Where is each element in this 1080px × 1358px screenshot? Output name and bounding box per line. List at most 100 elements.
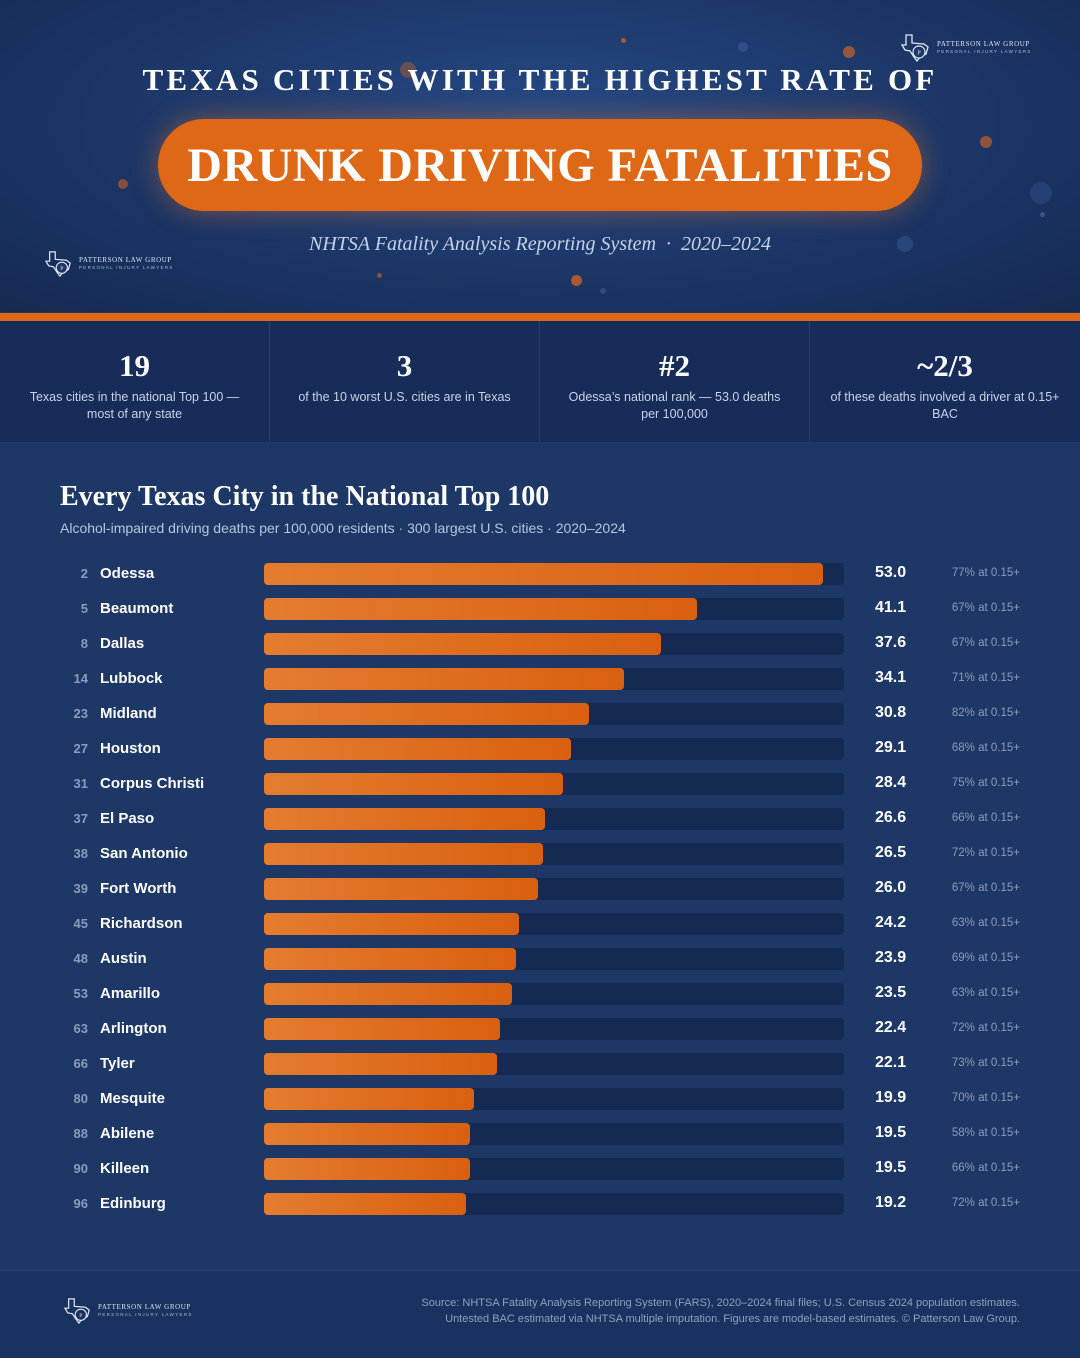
brand-name: PATTERSON LAW GROUP bbox=[79, 256, 172, 265]
value-label: 19.2 bbox=[875, 1194, 907, 1211]
stat-value: ~2/3 bbox=[917, 348, 973, 383]
bar bbox=[264, 983, 512, 1005]
decor-dot bbox=[400, 62, 416, 78]
value-label: 53.0 bbox=[875, 564, 907, 581]
brand-tagline: PERSONAL INJURY LAWYERS bbox=[79, 265, 174, 271]
bac-label: 67% at 0.15+ bbox=[951, 602, 1020, 614]
bac-label: 66% at 0.15+ bbox=[951, 812, 1020, 824]
brand-name: PATTERSON LAW GROUP bbox=[937, 40, 1030, 49]
bar-track bbox=[264, 1088, 844, 1110]
chart-row: 31 Corpus Christi 28.4 75% at 0.15+ bbox=[60, 767, 1020, 802]
chart-row: 88 Abilene 19.5 58% at 0.15+ bbox=[60, 1117, 1020, 1152]
separator: · bbox=[666, 233, 672, 255]
chart-row: 38 San Antonio 26.5 72% at 0.15+ bbox=[60, 837, 1020, 872]
stat-value: 3 bbox=[396, 348, 413, 383]
bac-label: 72% at 0.15+ bbox=[951, 1022, 1020, 1034]
rank-label: 63 bbox=[73, 1021, 88, 1036]
value-label: 19.5 bbox=[875, 1124, 907, 1141]
city-label: Abilene bbox=[100, 1125, 155, 1142]
decor-dot bbox=[980, 136, 992, 148]
bac-label: 72% at 0.15+ bbox=[951, 1197, 1020, 1209]
city-label: Corpus Christi bbox=[100, 775, 205, 792]
decor-dot bbox=[571, 275, 582, 286]
bac-label: 67% at 0.15+ bbox=[951, 882, 1020, 894]
chart-row: 90 Killeen 19.5 66% at 0.15+ bbox=[60, 1152, 1020, 1187]
rank-label: 2 bbox=[80, 566, 88, 581]
rank-label: 39 bbox=[73, 881, 88, 896]
decor-dot bbox=[118, 179, 128, 189]
rank-label: 66 bbox=[73, 1056, 88, 1071]
bar bbox=[264, 1053, 497, 1075]
city-label: Odessa bbox=[100, 565, 155, 582]
brand-tagline: PERSONAL INJURY LAWYERS bbox=[937, 49, 1032, 55]
bar-track bbox=[264, 983, 844, 1005]
chart-row: 39 Fort Worth 26.0 67% at 0.15+ bbox=[60, 872, 1020, 907]
bac-label: 75% at 0.15+ bbox=[951, 777, 1020, 789]
bar-track bbox=[264, 738, 844, 760]
value-label: 23.9 bbox=[875, 949, 907, 966]
bar-track bbox=[264, 1018, 844, 1040]
svg-text:P: P bbox=[917, 51, 921, 57]
title-highlight-pill: DRUNK DRIVING FATALITIES bbox=[158, 119, 922, 211]
decor-dot bbox=[1040, 212, 1045, 217]
decor-dot bbox=[1030, 182, 1052, 204]
rank-label: 37 bbox=[73, 811, 88, 826]
city-label: Houston bbox=[100, 740, 161, 757]
value-label: 26.5 bbox=[875, 844, 907, 861]
decor-dot bbox=[843, 46, 855, 58]
value-label: 26.6 bbox=[875, 809, 907, 826]
city-label: San Antonio bbox=[100, 845, 188, 862]
bar bbox=[264, 843, 543, 865]
rank-label: 14 bbox=[73, 671, 88, 686]
bar bbox=[264, 1158, 470, 1180]
city-label: El Paso bbox=[100, 810, 155, 827]
bac-label: 68% at 0.15+ bbox=[951, 742, 1020, 754]
stat-label: Texas cities in the national Top 100 — m… bbox=[29, 390, 240, 421]
year-range: 2020–2024 bbox=[681, 233, 772, 255]
value-label: 41.1 bbox=[875, 599, 907, 616]
rank-label: 53 bbox=[73, 986, 88, 1001]
chart-title: Every Texas City in the National Top 100 bbox=[60, 481, 550, 512]
rank-label: 5 bbox=[80, 601, 88, 616]
brand-name: PATTERSON LAW GROUP bbox=[98, 1303, 191, 1312]
source-note-line: Source: NHTSA Fatality Analysis Reportin… bbox=[421, 1297, 1020, 1309]
decor-dot bbox=[621, 38, 626, 43]
bar bbox=[264, 1193, 466, 1215]
bar bbox=[264, 598, 697, 620]
chart-row: 80 Mesquite 19.9 70% at 0.15+ bbox=[60, 1082, 1020, 1117]
city-label: Arlington bbox=[100, 1020, 167, 1037]
value-label: 29.1 bbox=[875, 739, 907, 756]
footer: P PATTERSON LAW GROUP PERSONAL INJURY LA… bbox=[0, 1270, 1080, 1358]
bar-track bbox=[264, 913, 844, 935]
rank-label: 38 bbox=[73, 846, 88, 861]
city-label: Austin bbox=[100, 950, 147, 967]
bar bbox=[264, 913, 519, 935]
city-label: Richardson bbox=[100, 915, 183, 932]
rank-label: 88 bbox=[73, 1126, 88, 1141]
bar bbox=[264, 808, 545, 830]
texas-shield-logo-icon: P bbox=[63, 1298, 90, 1325]
bar-track bbox=[264, 563, 844, 585]
bar bbox=[264, 948, 516, 970]
source-note: Source: NHTSA Fatality Analysis Reportin… bbox=[320, 1295, 1020, 1327]
chart-row: 37 El Paso 26.6 66% at 0.15+ bbox=[60, 802, 1020, 837]
city-label: Beaumont bbox=[100, 600, 174, 617]
value-label: 23.5 bbox=[875, 984, 907, 1001]
city-label: Dallas bbox=[100, 635, 145, 652]
hero-header: P PATTERSON LAW GROUP PERSONAL INJURY LA… bbox=[0, 0, 1080, 312]
bac-label: 63% at 0.15+ bbox=[951, 917, 1020, 929]
city-label: Killeen bbox=[100, 1160, 150, 1177]
value-label: 24.2 bbox=[875, 914, 907, 931]
rank-label: 90 bbox=[73, 1161, 88, 1176]
city-label: Midland bbox=[100, 705, 157, 722]
chart-row: 8 Dallas 37.6 67% at 0.15+ bbox=[60, 627, 1020, 662]
chart-row: 45 Richardson 24.2 63% at 0.15+ bbox=[60, 907, 1020, 942]
bar-track bbox=[264, 1158, 844, 1180]
texas-shield-logo-icon: P bbox=[900, 34, 929, 63]
texas-shield-logo-icon: P bbox=[44, 251, 71, 278]
chart-row: 5 Beaumont 41.1 67% at 0.15+ bbox=[60, 592, 1020, 627]
stat-label: Odessa’s national rank — 53.0 deaths per… bbox=[568, 390, 781, 421]
bac-label: 69% at 0.15+ bbox=[951, 952, 1020, 964]
chart-row: 66 Tyler 22.1 73% at 0.15+ bbox=[60, 1047, 1020, 1082]
value-label: 37.6 bbox=[875, 634, 907, 651]
